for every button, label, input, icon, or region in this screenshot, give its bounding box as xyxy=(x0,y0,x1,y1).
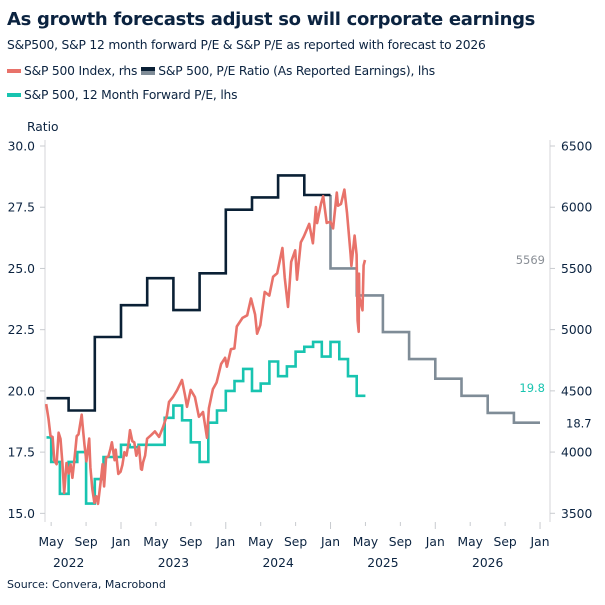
x-tick-label: May xyxy=(248,535,273,549)
legend-row-2: S&P 500, 12 Month Forward P/E, lhs xyxy=(7,88,238,102)
legend-label-pe-reported: S&P 500, P/E Ratio (As Reported Earnings… xyxy=(158,64,435,78)
x-year-label: 2023 xyxy=(158,556,189,570)
left-tick-label: 20.0 xyxy=(8,384,35,398)
x-tick-label: Sep xyxy=(284,535,307,549)
sp500-end-label: 5569 xyxy=(516,253,545,267)
x-year-label: 2022 xyxy=(53,556,84,570)
legend-swatch-forward-pe xyxy=(7,93,21,97)
left-axis-label: Ratio xyxy=(27,120,59,134)
legend-label-sp500: S&P 500 Index, rhs xyxy=(24,64,138,78)
x-tick-label: May xyxy=(38,535,63,549)
right-tick-label: 5500 xyxy=(561,262,592,276)
left-tick-label: 17.5 xyxy=(8,446,35,460)
source-note: Source: Convera, Macrobond xyxy=(7,578,166,591)
x-year-label: 2024 xyxy=(262,556,293,570)
forward-pe-end-label: 19.8 xyxy=(519,381,545,395)
legend-swatch-pe-reported xyxy=(141,67,156,75)
x-tick-label: May xyxy=(353,535,378,549)
x-tick-label: Sep xyxy=(74,535,97,549)
left-tick-label: 30.0 xyxy=(8,140,35,154)
right-tick-label: 6000 xyxy=(561,201,592,215)
chart-subtitle: S&P500, S&P 12 month forward P/E & S&P P… xyxy=(7,38,486,52)
x-tick-label: Sep xyxy=(494,535,517,549)
x-tick-label: Jan xyxy=(215,535,235,549)
x-tick-label: Sep xyxy=(389,535,412,549)
left-tick-label: 25.0 xyxy=(8,262,35,276)
left-tick-label: 22.5 xyxy=(8,323,35,337)
legend-row-1: S&P 500 Index, rhs S&P 500, P/E Ratio (A… xyxy=(7,64,435,78)
right-tick-label: 5000 xyxy=(561,323,592,337)
legend-label-forward-pe: S&P 500, 12 Month Forward P/E, lhs xyxy=(24,88,238,102)
pe-reported-line xyxy=(46,174,331,412)
left-tick-label: 27.5 xyxy=(8,201,35,215)
x-tick-label: Sep xyxy=(179,535,202,549)
right-tick-label: 3500 xyxy=(561,507,592,521)
x-tick-label: May xyxy=(143,535,168,549)
right-tick-label: 4000 xyxy=(561,446,592,460)
x-tick-label: Jan xyxy=(111,535,131,549)
x-tick-label: Jan xyxy=(320,535,340,549)
x-tick-label: May xyxy=(457,535,482,549)
left-tick-label: 15.0 xyxy=(8,507,35,521)
right-tick-label: 4500 xyxy=(561,384,592,398)
legend-swatch-sp500 xyxy=(7,69,21,73)
sp500-index-line xyxy=(44,188,367,506)
pe-reported-end-label: 18.7 xyxy=(566,417,592,431)
x-year-label: 2026 xyxy=(472,556,503,570)
x-tick-label: Jan xyxy=(425,535,445,549)
right-tick-label: 6500 xyxy=(561,140,592,154)
chart-title: As growth forecasts adjust so will corpo… xyxy=(7,9,536,30)
x-tick-label: Jan xyxy=(530,535,550,549)
x-year-label: 2025 xyxy=(367,556,398,570)
